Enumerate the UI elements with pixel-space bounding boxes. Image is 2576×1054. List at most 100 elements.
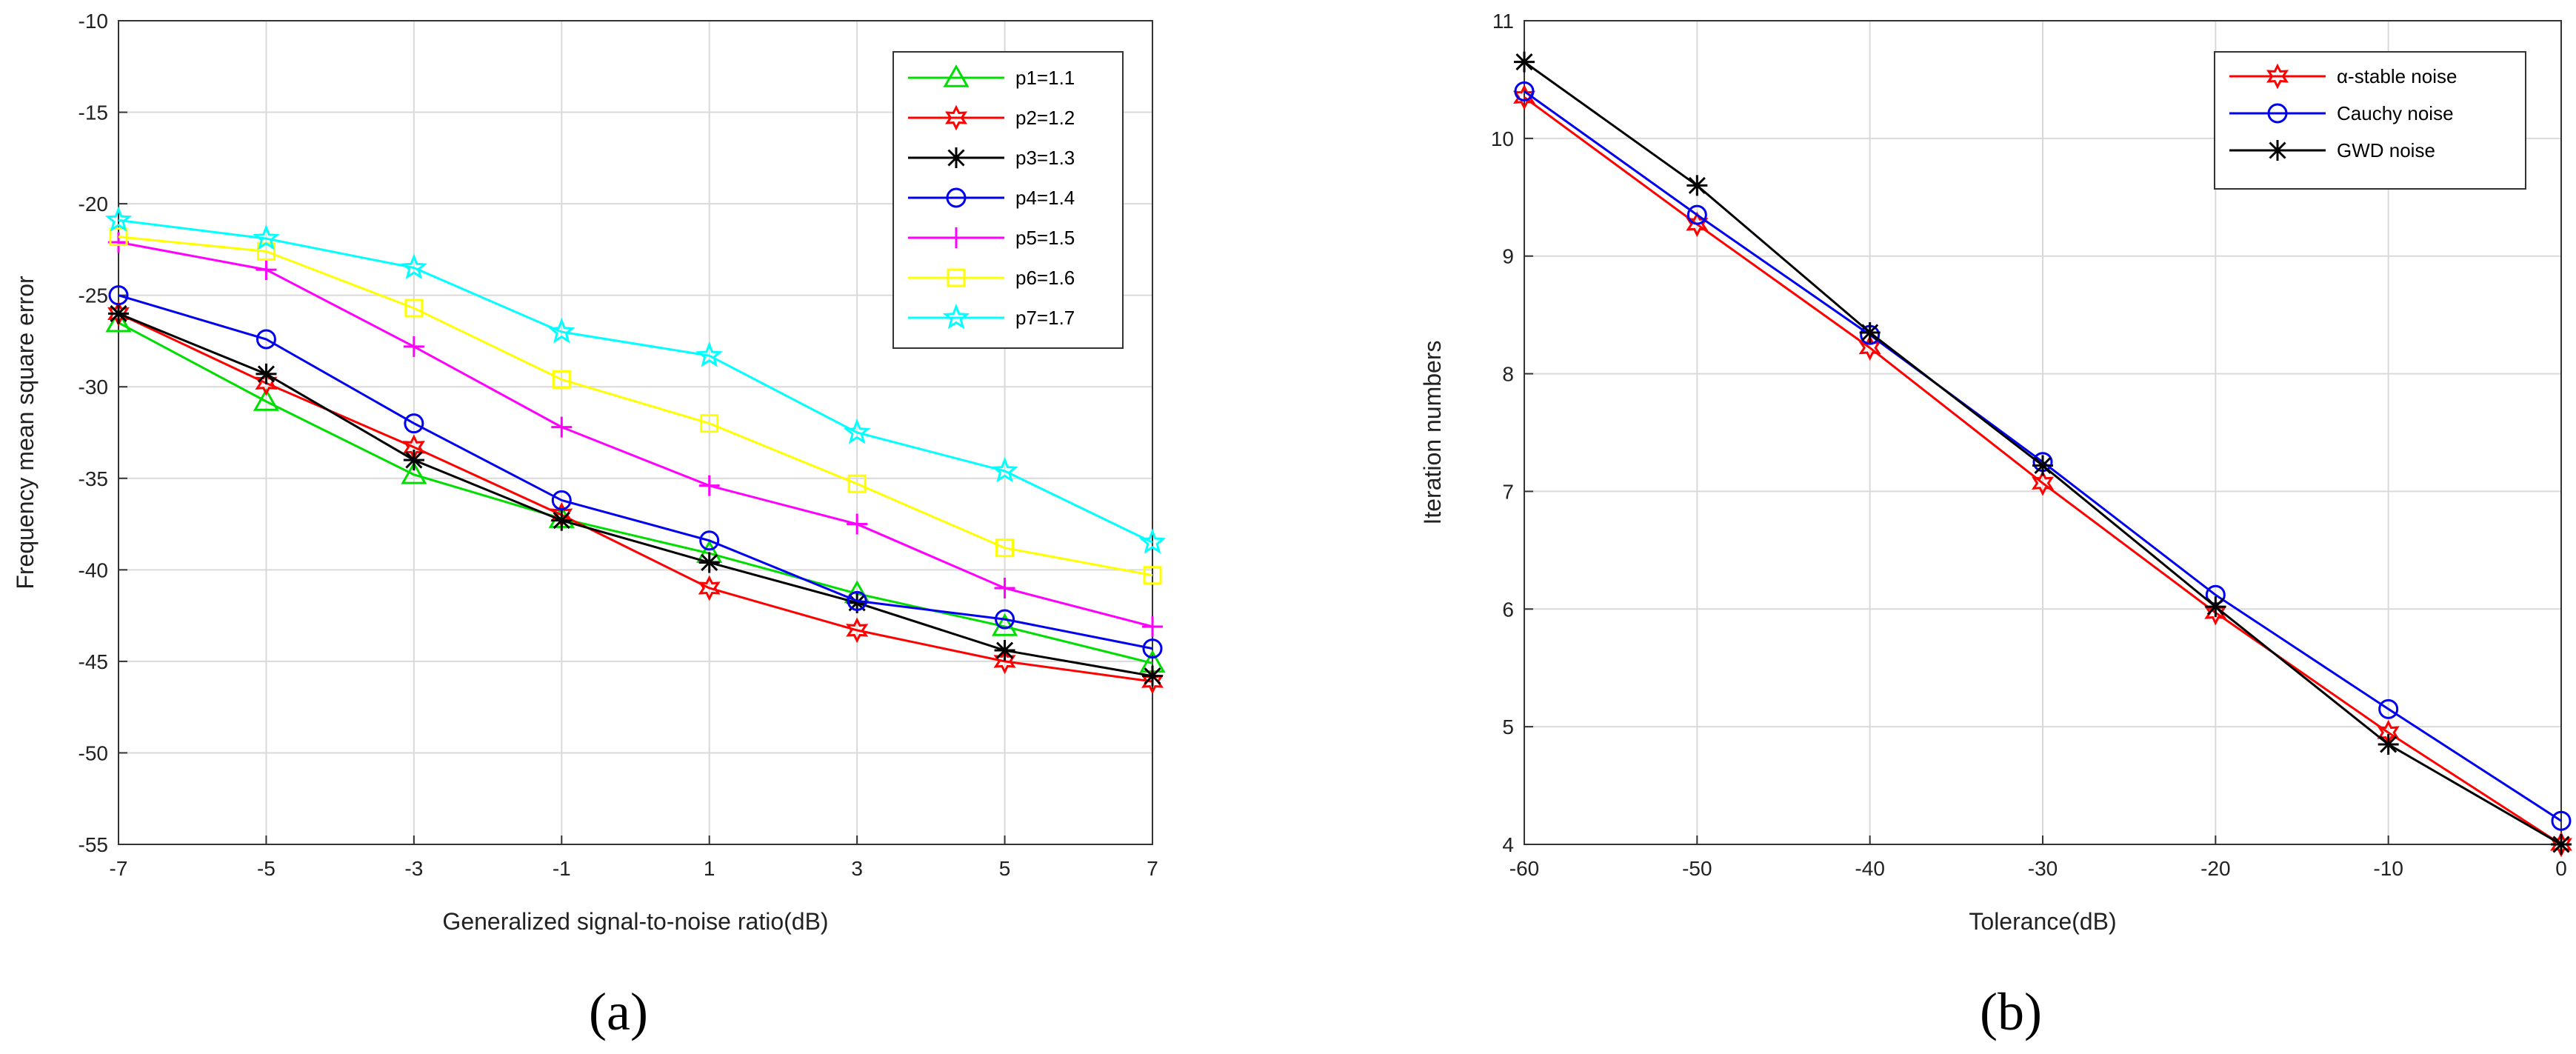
data-point bbox=[551, 416, 573, 438]
data-point bbox=[404, 298, 424, 318]
data-point bbox=[695, 341, 723, 367]
legend-marker bbox=[942, 303, 970, 330]
data-point bbox=[698, 552, 720, 573]
data-point bbox=[847, 592, 868, 613]
data-point bbox=[1686, 175, 1708, 196]
y-tick-label: -10 bbox=[79, 10, 108, 33]
data-point bbox=[253, 387, 280, 411]
legend-marker bbox=[2266, 63, 2289, 90]
data-point bbox=[2032, 470, 2054, 496]
legend-label: p1=1.1 bbox=[1015, 67, 1075, 89]
data-point bbox=[256, 363, 277, 384]
y-tick-label: -50 bbox=[79, 741, 108, 764]
data-point bbox=[847, 474, 867, 493]
series-p5=1.5 bbox=[108, 232, 1163, 637]
data-point bbox=[2378, 698, 2399, 719]
chart-b: -60 -50 -40 -30 -20 -10 0 4 5 6 7 8 9 10 11 Tolerance(d… bbox=[1419, 10, 2572, 1041]
legend-label: p7=1.7 bbox=[1015, 307, 1075, 329]
data-point bbox=[2551, 810, 2572, 831]
legend-label: α-stable noise bbox=[2337, 65, 2457, 87]
series-line bbox=[118, 313, 1153, 683]
series-p4=1.4 bbox=[108, 285, 1163, 659]
x-axis-label: Tolerance(dB) bbox=[1969, 908, 2116, 935]
legend-label: p4=1.4 bbox=[1015, 187, 1075, 209]
data-point bbox=[993, 648, 1016, 675]
y-tick-label: -25 bbox=[79, 284, 108, 307]
data-point bbox=[1142, 665, 1163, 687]
legend-label: p2=1.2 bbox=[1015, 107, 1075, 129]
legend-marker bbox=[943, 64, 970, 87]
data-point bbox=[847, 513, 868, 535]
y-tick-label: 7 bbox=[1502, 480, 1514, 503]
y-tick-label: 5 bbox=[1502, 716, 1514, 738]
x-tick-label: -10 bbox=[2373, 857, 2403, 880]
x-tick-label: 7 bbox=[1147, 857, 1158, 880]
legend-marker bbox=[946, 187, 967, 208]
data-point bbox=[847, 590, 867, 611]
data-point bbox=[995, 538, 1015, 558]
y-tick-label: 11 bbox=[1492, 10, 1514, 33]
y-tick-label: 4 bbox=[1502, 833, 1514, 856]
axes-frame bbox=[118, 20, 1153, 845]
x-tick-label: -3 bbox=[404, 857, 423, 880]
data-point bbox=[400, 253, 427, 280]
data-point bbox=[403, 450, 424, 471]
data-point bbox=[551, 490, 572, 510]
series-line bbox=[118, 219, 1153, 544]
x-tick-label: 5 bbox=[999, 857, 1011, 880]
y-tick-label: 8 bbox=[1502, 363, 1514, 386]
data-point bbox=[108, 303, 129, 324]
data-point bbox=[256, 329, 276, 350]
legend-marker bbox=[945, 104, 967, 131]
legend-marker bbox=[946, 227, 967, 248]
data-point bbox=[403, 336, 424, 357]
data-point bbox=[698, 475, 720, 496]
legend-label: p6=1.6 bbox=[1015, 267, 1075, 289]
x-tick-label: -7 bbox=[110, 857, 128, 880]
panel-label: (a) bbox=[589, 982, 648, 1041]
data-point bbox=[994, 578, 1015, 599]
x-tick-label: -1 bbox=[553, 857, 571, 880]
series-GWD noise bbox=[1514, 51, 2572, 855]
data-point bbox=[1142, 638, 1163, 659]
y-tick-label: -20 bbox=[79, 193, 108, 216]
panel-label: (b) bbox=[1980, 982, 2042, 1041]
x-tick-label: 1 bbox=[704, 857, 715, 880]
legend-marker bbox=[2267, 103, 2288, 124]
data-point bbox=[109, 227, 128, 247]
data-point bbox=[2551, 834, 2572, 855]
data-point bbox=[104, 206, 133, 232]
series-p6=1.6 bbox=[109, 227, 1162, 585]
data-point bbox=[1514, 51, 1535, 73]
legend: α-stable noise Cauchy noise GWD noise bbox=[2214, 51, 2526, 190]
data-point bbox=[548, 317, 575, 344]
data-point bbox=[699, 530, 720, 551]
data-point bbox=[108, 232, 129, 253]
y-tick-label: 6 bbox=[1502, 598, 1514, 621]
data-point bbox=[1138, 528, 1167, 554]
data-point bbox=[995, 609, 1015, 630]
x-axis-label: Generalized signal-to-noise ratio(dB) bbox=[442, 908, 828, 935]
legend-box bbox=[2214, 51, 2526, 190]
data-point bbox=[401, 461, 427, 484]
data-point bbox=[994, 640, 1015, 661]
legend: p1=1.1 p2=1.2 p3=1.3 p4=1.4 p5=1.5 p6=1.6 p7=1… bbox=[892, 51, 1124, 349]
y-tick-label: -45 bbox=[79, 650, 108, 673]
series-line bbox=[118, 321, 1153, 664]
legend-label: Cauchy noise bbox=[2337, 102, 2454, 124]
y-tick-label: 10 bbox=[1491, 127, 1514, 150]
data-point bbox=[1142, 616, 1163, 637]
data-point bbox=[846, 617, 869, 644]
data-point bbox=[844, 418, 871, 444]
chart-a: -7 -5 -3 -1 1 3 5 7 -10 -15 -20 -25 -30 -35 -40 -45 -50 -… bbox=[12, 10, 1167, 1041]
y-axis-label: Frequency mean square error bbox=[12, 276, 39, 590]
legend-marker bbox=[2267, 140, 2288, 161]
data-point bbox=[2032, 455, 2053, 476]
legend-marker bbox=[946, 147, 967, 168]
series-line bbox=[118, 313, 1153, 678]
x-tick-label: -5 bbox=[257, 857, 276, 880]
data-point bbox=[551, 510, 573, 531]
series-line bbox=[118, 294, 1153, 650]
legend-marker bbox=[947, 268, 966, 287]
legend-label: p5=1.5 bbox=[1015, 227, 1075, 249]
